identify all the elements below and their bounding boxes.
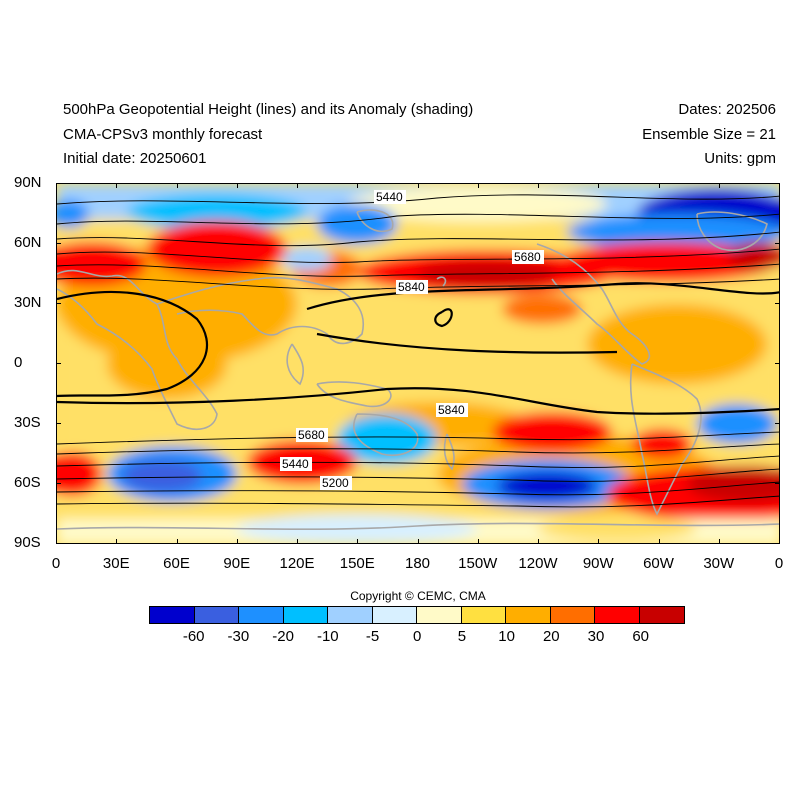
colorbar-label: 0: [413, 628, 422, 645]
longitude-tick: [297, 539, 298, 544]
longitude-tick: [477, 539, 479, 544]
forecast-dates: Dates: 202506: [678, 101, 776, 118]
longitude-label: 150E: [339, 555, 375, 572]
colorbar-label: 10: [498, 628, 515, 645]
longitude-tick: [718, 539, 720, 544]
longitude-label: 120E: [279, 555, 315, 572]
colorbar-swatch: [194, 607, 240, 623]
colorbar-swatch: [550, 607, 596, 623]
latitude-tick: [56, 303, 61, 304]
latitude-tick: [775, 423, 780, 424]
colorbar-swatch: [506, 607, 551, 623]
latitude-tick: [775, 363, 780, 364]
longitude-tick: [116, 539, 118, 544]
colorbar-label: 20: [542, 628, 560, 645]
longitude-label: 60W: [643, 555, 674, 572]
latitude-tick: [56, 363, 61, 364]
colorbar-swatch: [595, 607, 640, 623]
contour-label: 5440: [376, 190, 403, 204]
longitude-tick: [658, 183, 660, 188]
longitude-tick: [718, 183, 720, 188]
longitude-tick: [598, 183, 600, 188]
longitude-tick: [357, 539, 359, 544]
longitude-tick: [598, 539, 600, 544]
contour-label: 5680: [298, 428, 325, 442]
longitude-tick: [357, 183, 359, 188]
latitude-tick: [775, 303, 780, 304]
longitude-tick: [176, 539, 178, 544]
latitude-label: 0: [14, 354, 23, 371]
units-label: Units: gpm: [704, 150, 776, 167]
chart-title: 500hPa Geopotential Height (lines) and i…: [63, 101, 474, 118]
colorbar-swatch: [239, 607, 284, 623]
ensemble-size: Ensemble Size = 21: [642, 126, 776, 143]
contour-label: 5840: [398, 280, 425, 294]
latitude-label: 60N: [14, 234, 42, 251]
contour-label: 5440: [282, 457, 309, 471]
colorbar-swatch: [372, 607, 418, 623]
latitude-label: 30N: [14, 294, 42, 311]
longitude-tick: [658, 539, 660, 544]
colorbar: [149, 606, 686, 624]
latitude-tick: [775, 243, 780, 244]
colorbar-label: -10: [316, 628, 339, 645]
longitude-tick: [538, 539, 539, 544]
latitude-label: 30S: [14, 414, 41, 431]
longitude-tick: [236, 183, 238, 188]
longitude-tick: [477, 183, 479, 188]
initial-date: Initial date: 20250601: [63, 150, 207, 167]
longitude-label: 180: [404, 555, 431, 572]
longitude-tick: [176, 183, 178, 188]
latitude-tick: [775, 483, 780, 484]
colorbar-swatch: [417, 607, 462, 623]
colorbar-swatch: [461, 607, 507, 623]
contour-label: 5840: [438, 403, 465, 417]
longitude-tick: [417, 183, 419, 188]
colorbar-label: -60: [182, 628, 205, 645]
longitude-tick: [236, 539, 238, 544]
colorbar-label: 5: [457, 628, 467, 645]
contour-labels: 5440 5680 5840 5840 5680 5440 5200: [280, 190, 544, 490]
colorbar-label: -5: [365, 628, 380, 645]
longitude-label: 30E: [102, 555, 130, 572]
latitude-tick: [56, 483, 61, 484]
longitude-label: 90E: [223, 555, 251, 572]
longitude-tick: [538, 183, 539, 188]
copyright-text: Copyright © CEMC, CMA: [350, 589, 486, 603]
longitude-label: 0: [51, 555, 61, 572]
colorbar-swatch: [150, 607, 195, 623]
longitude-tick: [297, 183, 298, 188]
latitude-label: 90S: [14, 534, 41, 551]
colorbar-label: -20: [272, 628, 294, 645]
colorbar-swatch: [639, 607, 685, 623]
height-contours: [57, 194, 779, 508]
colorbar-label: -30: [227, 628, 250, 645]
colorbar-swatch: [283, 607, 329, 623]
contour-label: 5680: [514, 250, 541, 264]
longitude-label: 30W: [703, 555, 735, 572]
colorbar-label: 60: [632, 628, 650, 645]
longitude-label: 0: [774, 555, 784, 572]
latitude-label: 90N: [14, 174, 42, 191]
longitude-tick: [116, 183, 118, 188]
longitude-label: 60E: [163, 555, 190, 572]
longitude-label: 120W: [518, 555, 558, 572]
colorbar-label: 30: [587, 628, 605, 645]
colorbar-swatch: [328, 607, 373, 623]
contour-label: 5200: [322, 476, 349, 490]
map-panel: 5440 5680 5840 5840 5680 5440 5200: [56, 183, 780, 544]
latitude-tick: [56, 243, 61, 244]
chart-subtitle: CMA-CPSv3 monthly forecast: [63, 126, 263, 143]
latitude-tick: [56, 423, 61, 424]
longitude-label: 150W: [458, 555, 498, 572]
longitude-tick: [417, 539, 419, 544]
longitude-label: 90W: [582, 555, 614, 572]
anomaly-map: 5440 5680 5840 5840 5680 5440 5200: [57, 184, 779, 543]
bold-contours: [57, 282, 779, 415]
latitude-label: 60S: [14, 474, 41, 491]
